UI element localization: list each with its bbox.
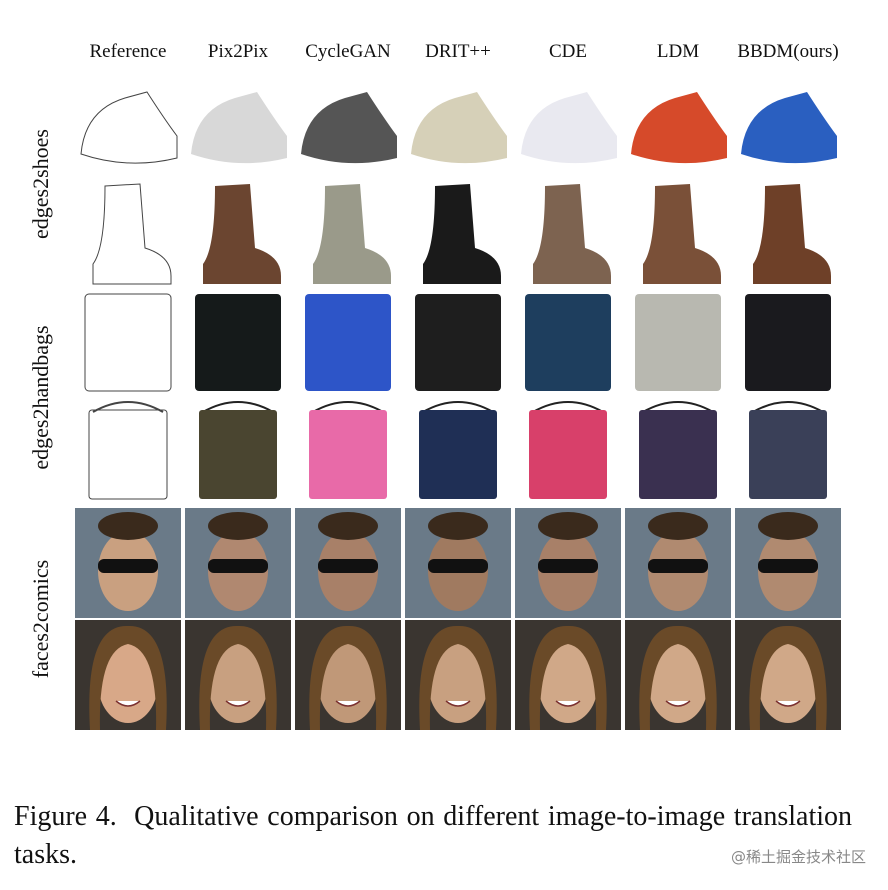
boot — [423, 184, 501, 284]
column-header: Pix2Pix — [208, 41, 269, 62]
row-label: faces2comics — [28, 560, 53, 679]
image-cell — [75, 398, 181, 505]
figure: Reference Pix2Pix CycleGAN DRIT++ CDE LDM BBDM… — [28, 41, 841, 730]
column-header: BBDM(ours) — [737, 41, 838, 62]
hair — [208, 512, 268, 540]
wallet — [84, 293, 172, 392]
strap — [312, 401, 384, 413]
bag — [529, 410, 607, 499]
bag — [419, 410, 497, 499]
watermark: @稀土掘金技术社区 — [730, 848, 866, 866]
smile — [665, 700, 691, 707]
face — [98, 643, 158, 723]
wallet — [745, 294, 831, 391]
hair — [428, 512, 488, 540]
wallet — [525, 294, 611, 391]
column-header: CDE — [549, 41, 587, 62]
sunglasses — [648, 559, 708, 573]
bag — [639, 410, 717, 499]
smile — [445, 700, 471, 707]
smile — [115, 700, 141, 707]
sunglasses — [208, 559, 268, 573]
sunglasses — [428, 559, 488, 573]
wallet — [195, 294, 281, 391]
boot — [313, 184, 391, 284]
hair — [309, 625, 387, 730]
row-label: edges2handbags — [28, 325, 53, 469]
image-cell — [75, 80, 181, 176]
wallet — [415, 294, 501, 391]
strap — [92, 401, 164, 413]
shoe — [80, 91, 178, 164]
shoe — [741, 92, 837, 164]
hair — [98, 512, 158, 540]
sunglasses — [98, 559, 158, 573]
image-cell — [75, 290, 181, 395]
shoe — [301, 92, 397, 164]
column-header: Reference — [90, 41, 167, 62]
hair — [639, 625, 717, 730]
boot — [92, 183, 172, 285]
hair — [538, 512, 598, 540]
hair — [529, 625, 607, 730]
sunglasses — [758, 559, 818, 573]
image-cell — [75, 178, 181, 288]
wallet — [305, 294, 391, 391]
boot — [533, 184, 611, 284]
hair — [758, 512, 818, 540]
strap — [752, 401, 824, 413]
shoe — [411, 92, 507, 164]
face — [758, 643, 818, 723]
sunglasses — [318, 559, 378, 573]
bag — [88, 409, 168, 500]
shoe — [521, 92, 617, 164]
bag — [309, 410, 387, 499]
strap — [202, 401, 274, 413]
sunglasses — [538, 559, 598, 573]
boot — [643, 184, 721, 284]
hair — [199, 625, 277, 730]
face — [538, 643, 598, 723]
face — [318, 643, 378, 723]
bag — [749, 410, 827, 499]
column-header: LDM — [657, 41, 699, 62]
column-header: DRIT++ — [425, 41, 491, 62]
hair — [419, 625, 497, 730]
smile — [225, 700, 251, 707]
smile — [335, 700, 361, 707]
strap — [532, 401, 604, 413]
hair — [648, 512, 708, 540]
shoe — [631, 92, 727, 164]
boot — [203, 184, 281, 284]
hair — [89, 625, 167, 730]
face — [428, 643, 488, 723]
hair — [749, 625, 827, 730]
smile — [775, 700, 801, 707]
caption: Figure 4. Qualitative comparison on diff… — [14, 801, 859, 870]
boot — [753, 184, 831, 284]
bag — [199, 410, 277, 499]
wallet — [635, 294, 721, 391]
strap — [422, 401, 494, 413]
strap — [642, 401, 714, 413]
row-label: edges2shoes — [28, 129, 53, 239]
smile — [555, 700, 581, 707]
shoe — [191, 92, 287, 164]
face — [648, 643, 708, 723]
hair — [318, 512, 378, 540]
face — [208, 643, 268, 723]
column-header: CycleGAN — [305, 41, 391, 62]
